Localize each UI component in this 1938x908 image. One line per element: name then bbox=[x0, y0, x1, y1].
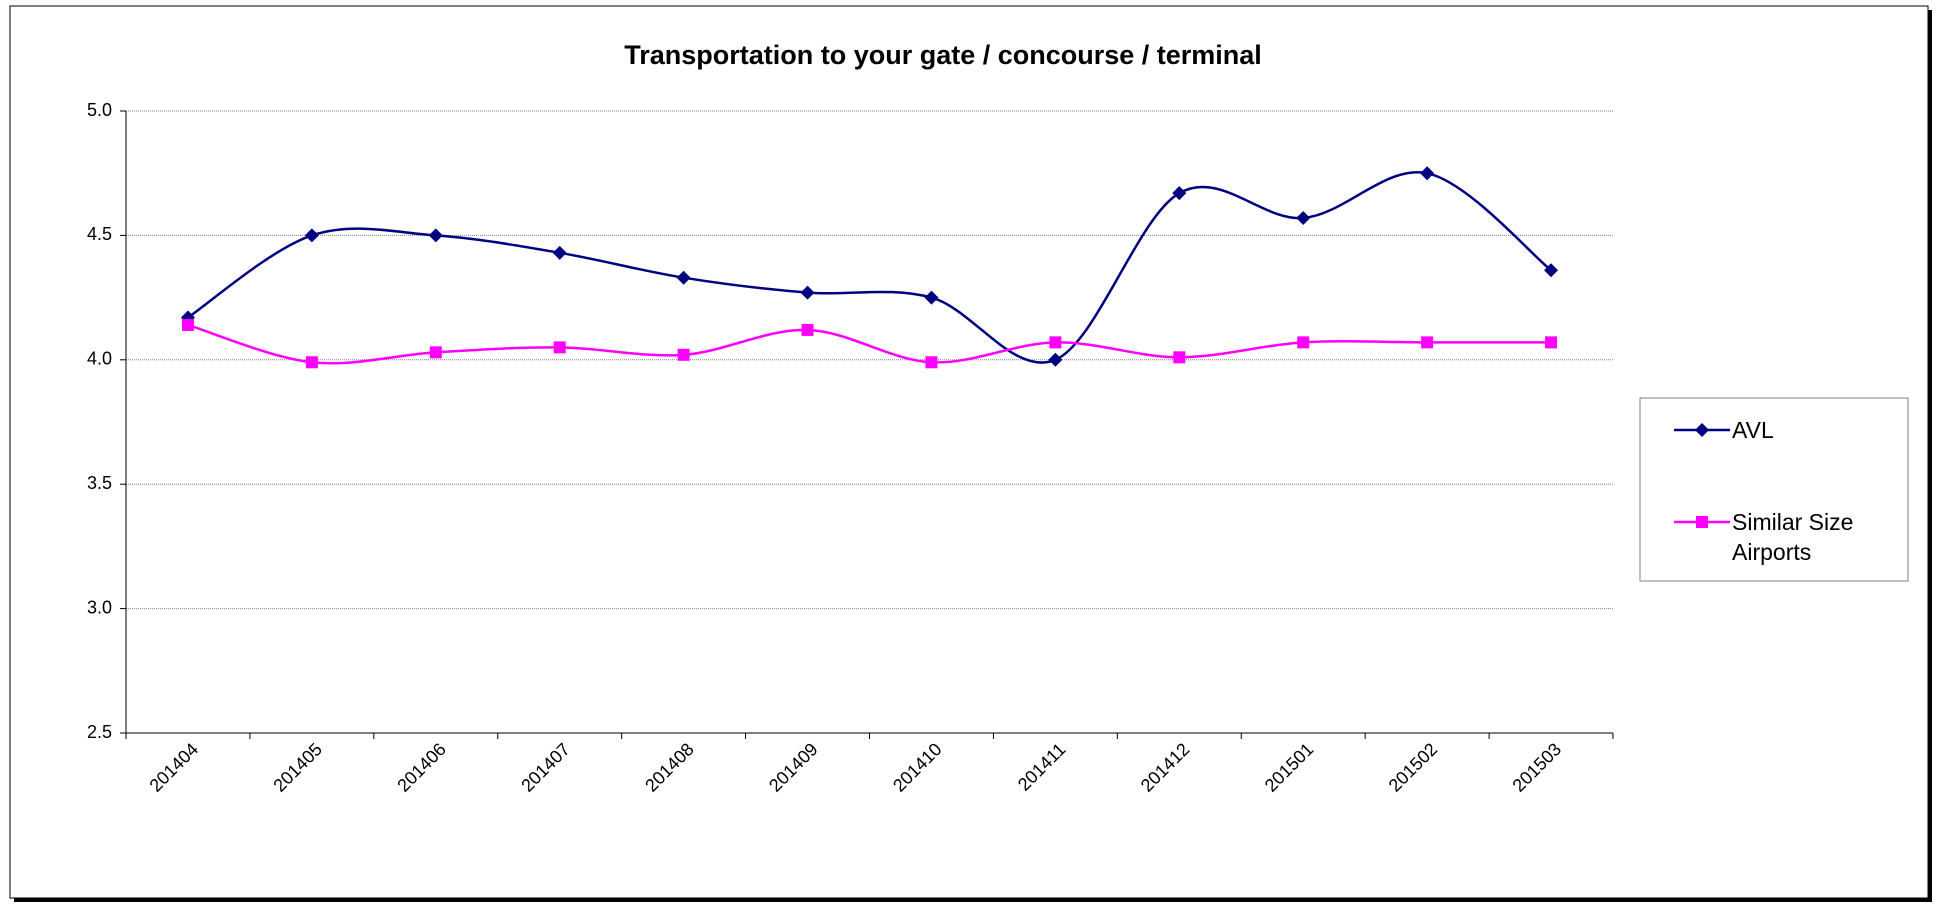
point-marker bbox=[305, 356, 318, 369]
y-tick-label: 3.0 bbox=[87, 597, 112, 617]
y-tick-label: 2.5 bbox=[87, 722, 112, 742]
point-marker bbox=[1297, 336, 1310, 349]
point-marker bbox=[428, 228, 443, 243]
point-marker bbox=[1421, 336, 1434, 349]
legend-label: Similar Size Airports bbox=[1732, 509, 1854, 565]
point-marker bbox=[1695, 423, 1709, 437]
point-marker bbox=[1296, 210, 1311, 225]
legend-label-box: AVL bbox=[1732, 417, 1774, 443]
point-marker bbox=[925, 356, 938, 369]
y-tick-label: 5.0 bbox=[87, 100, 112, 120]
point-marker bbox=[1048, 352, 1063, 367]
series-line bbox=[187, 170, 1552, 364]
point-marker bbox=[800, 285, 815, 300]
point-marker bbox=[181, 318, 194, 331]
point-marker bbox=[1545, 336, 1558, 349]
point-marker bbox=[429, 346, 442, 359]
point-marker bbox=[552, 245, 567, 260]
point-marker bbox=[553, 341, 566, 354]
legend-label-box: Similar Size Airports bbox=[1732, 509, 1854, 565]
point-marker bbox=[304, 228, 319, 243]
point-marker bbox=[1420, 166, 1435, 181]
legend-box bbox=[1639, 397, 1909, 582]
point-marker bbox=[1173, 351, 1186, 364]
y-tick-label: 4.0 bbox=[87, 349, 112, 369]
series-line bbox=[187, 323, 1552, 365]
point-marker bbox=[801, 323, 814, 336]
chart-frame bbox=[9, 5, 1929, 899]
point-marker bbox=[1544, 263, 1559, 278]
point-marker bbox=[676, 270, 691, 285]
point-marker bbox=[1049, 336, 1062, 349]
point-marker bbox=[1696, 516, 1708, 528]
point-marker bbox=[924, 290, 939, 305]
y-tick-label: 3.5 bbox=[87, 473, 112, 493]
legend-label: AVL bbox=[1732, 417, 1774, 443]
point-marker bbox=[1172, 186, 1187, 201]
point-marker bbox=[677, 348, 690, 361]
y-tick-label: 4.5 bbox=[87, 224, 112, 244]
chart-title: Transportation to your gate / concourse … bbox=[624, 40, 1262, 70]
